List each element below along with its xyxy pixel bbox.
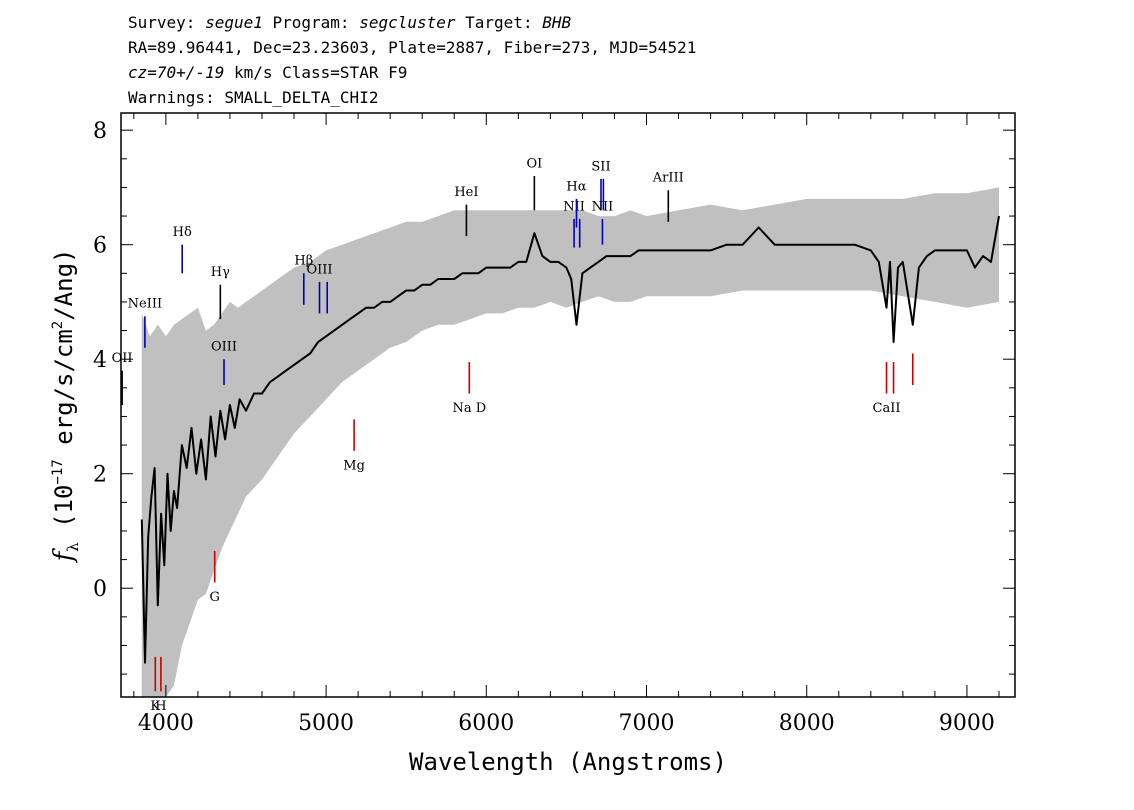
header-line-1: Survey: segue1 Program: segcluster Targe… bbox=[128, 13, 571, 32]
header-segment: segue1 bbox=[205, 13, 263, 32]
x-tick-label: 9000 bbox=[939, 711, 995, 736]
line-marker-label: HeI bbox=[454, 185, 478, 200]
x-tick-label: 7000 bbox=[619, 711, 675, 736]
line-marker-label: K bbox=[150, 699, 160, 714]
line-marker-label: CaII bbox=[873, 401, 901, 416]
line-marker-label: NII bbox=[592, 199, 614, 214]
line-marker-label: Hβ bbox=[294, 254, 313, 269]
y-axis-label: fλ (10−17 erg/s/cm2/Ang) bbox=[49, 249, 82, 564]
line-marker-label: G bbox=[210, 590, 220, 605]
line-marker-label: NeIII bbox=[128, 297, 162, 312]
y-axis-label-part: −17 bbox=[50, 459, 66, 484]
line-marker-label: OIII bbox=[211, 340, 237, 355]
line-marker-label: ArIII bbox=[652, 171, 684, 186]
plot-area bbox=[140, 187, 1000, 697]
header-line-2: RA=89.96441, Dec=23.23603, Plate=2887, F… bbox=[128, 38, 696, 57]
y-axis-label-part: (10 bbox=[50, 485, 78, 543]
x-tick-label: 5000 bbox=[298, 711, 354, 736]
header-segment: BHB bbox=[542, 13, 571, 32]
header-line-3: cz=70+/-19 km/s Class=STAR F9 bbox=[128, 63, 407, 82]
y-tick-label: 8 bbox=[93, 119, 107, 144]
spectrum-header: Survey: segue1 Program: segcluster Targe… bbox=[128, 13, 696, 107]
plot-frame bbox=[120, 112, 1016, 698]
header-segment: RA=89.96441, Dec=23.23603, Plate=2887, F… bbox=[128, 38, 696, 57]
x-tick-label: 8000 bbox=[779, 711, 835, 736]
axes: 4000 5000 6000 7000 8000 9000 0 2 4 6 8 bbox=[93, 112, 1016, 736]
line-marker-label: OII bbox=[112, 351, 133, 366]
line-marker-label: Hγ bbox=[211, 265, 230, 280]
header-segment: segcluster bbox=[359, 13, 456, 32]
y-axis-label-part: /Ang) bbox=[50, 249, 78, 321]
flux-line bbox=[140, 215, 1000, 664]
header-segment: Program: bbox=[263, 13, 359, 32]
y-tick-label: 4 bbox=[93, 348, 107, 373]
header-segment: Target: bbox=[456, 13, 543, 32]
x-axis-label: Wavelength (Angstroms) bbox=[409, 748, 727, 776]
y-axis-label-part: erg/s/cm bbox=[50, 329, 78, 459]
line-marker-label: Na D bbox=[452, 401, 486, 416]
y-axis-label-part: λ bbox=[64, 542, 82, 552]
line-marker-label: SII bbox=[591, 159, 610, 174]
x-tick-label: 4000 bbox=[138, 711, 194, 736]
line-marker-label: OIII bbox=[306, 262, 332, 277]
line-marker-label: Mg bbox=[343, 458, 365, 473]
header-segment: Warnings: SMALL_DELTA_CHI2 bbox=[128, 88, 378, 107]
y-axis-label-part: 2 bbox=[50, 321, 66, 329]
header-segment: cz=70+/-19 bbox=[128, 63, 224, 82]
x-tick-label: 6000 bbox=[458, 711, 514, 736]
line-marker-label: NII bbox=[563, 199, 585, 214]
y-tick-label: 6 bbox=[93, 234, 107, 259]
noise-band bbox=[141, 187, 1000, 697]
header-segment: km/s Class=STAR F9 bbox=[224, 63, 407, 82]
header-line-4: Warnings: SMALL_DELTA_CHI2 bbox=[128, 88, 378, 107]
y-tick-label: 0 bbox=[93, 577, 107, 602]
header-segment: Survey: bbox=[128, 13, 205, 32]
line-marker-label: H bbox=[155, 699, 166, 714]
y-tick-label: 2 bbox=[93, 463, 107, 488]
line-marker-label: OI bbox=[526, 156, 542, 171]
line-markers: OIINeIIIHδHγOIIIHβOIIIHeIOINIIHαSIINIIAr… bbox=[112, 156, 914, 714]
line-marker-label: Hδ bbox=[173, 225, 192, 240]
line-marker-label: Hα bbox=[566, 179, 586, 194]
